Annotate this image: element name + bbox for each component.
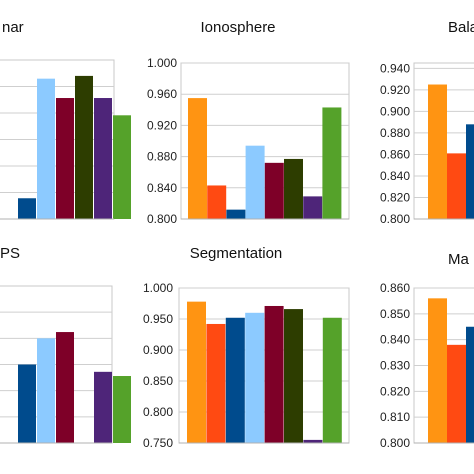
bar-wdbc bbox=[18, 364, 36, 443]
bar-sonar bbox=[75, 75, 93, 220]
bar-segmentation bbox=[225, 317, 245, 443]
y-tick-label-ionosphere: 0.800 bbox=[147, 212, 177, 226]
y-tick-label-balance: 0.940 bbox=[380, 61, 410, 75]
bar-magic bbox=[428, 298, 447, 443]
y-tick-label-ionosphere: 0.960 bbox=[147, 87, 177, 101]
chart-title-sonar: nar bbox=[2, 19, 24, 36]
bar-sonar bbox=[18, 198, 36, 219]
y-tick-label-segmentation: 0.800 bbox=[143, 405, 173, 419]
y-tick-label-ionosphere: 0.840 bbox=[147, 181, 177, 195]
bar-magic bbox=[466, 326, 474, 443]
y-tick-label-ionosphere: 0.920 bbox=[147, 118, 177, 132]
chart-title-balance: Bala bbox=[448, 19, 474, 36]
bar-segmentation bbox=[264, 305, 284, 443]
y-tick-label-segmentation: 1.000 bbox=[143, 281, 173, 295]
y-tick-label-magic: 0.840 bbox=[380, 333, 410, 347]
y-tick-label-magic: 0.820 bbox=[380, 384, 410, 398]
y-tick-label-magic: 0.800 bbox=[380, 436, 410, 450]
bar-ionosphere bbox=[245, 145, 265, 219]
bar-segmentation bbox=[245, 312, 265, 443]
bar-ionosphere bbox=[226, 209, 246, 219]
y-tick-label-balance: 0.820 bbox=[380, 190, 410, 204]
chart-panel-balance: 0.800 0.820 0.840 0.860 0.880 0.900 0.920 0.940 bbox=[380, 61, 474, 226]
chart-panel-sonar bbox=[0, 59, 131, 220]
y-tick-label-balance: 0.880 bbox=[380, 126, 410, 140]
bar-balance bbox=[466, 124, 474, 219]
bar-sonar bbox=[94, 98, 112, 219]
y-tick-label-segmentation: 0.850 bbox=[143, 374, 173, 388]
y-tick-label-balance: 0.920 bbox=[380, 83, 410, 97]
y-tick-label-ionosphere: 0.880 bbox=[147, 150, 177, 164]
chart-panel-ionosphere: 0.800 0.840 0.880 0.920 0.960 1.000 bbox=[147, 56, 350, 226]
y-tick-label-balance: 0.860 bbox=[380, 147, 410, 161]
bar-sonar bbox=[113, 115, 131, 219]
bar-segmentation bbox=[284, 309, 303, 443]
bar-wdbc bbox=[94, 371, 112, 443]
y-tick-label-balance: 0.840 bbox=[380, 169, 410, 183]
bar-sonar bbox=[37, 78, 55, 219]
bar-segmentation bbox=[206, 323, 226, 443]
bar-wdbc bbox=[56, 332, 74, 443]
chart-title-magic: Ma bbox=[448, 251, 469, 268]
bar-wdbc bbox=[37, 338, 55, 443]
y-tick-label-ionosphere: 1.000 bbox=[147, 56, 177, 70]
chart-panel-wdbc bbox=[0, 285, 131, 444]
bar-magic bbox=[447, 344, 466, 443]
bar-ionosphere bbox=[207, 185, 227, 219]
bar-sonar bbox=[56, 98, 74, 219]
y-tick-label-magic: 0.830 bbox=[380, 359, 410, 373]
y-tick-label-magic: 0.810 bbox=[380, 410, 410, 424]
bar-wdbc bbox=[113, 376, 131, 443]
chart-title-ionosphere: Ionosphere bbox=[200, 19, 275, 36]
chart-title-segmentation: Segmentation bbox=[190, 245, 283, 262]
y-tick-label-magic: 0.860 bbox=[380, 281, 410, 295]
bar-segmentation bbox=[187, 301, 206, 443]
bar-ionosphere bbox=[303, 196, 323, 219]
y-tick-label-balance: 0.800 bbox=[380, 212, 410, 226]
y-tick-label-segmentation: 0.750 bbox=[143, 436, 173, 450]
bar-balance bbox=[447, 153, 466, 219]
chart-panel-magic: 0.800 0.810 0.820 0.830 0.840 0.850 0.860 bbox=[380, 281, 474, 450]
bar-ionosphere bbox=[322, 107, 342, 219]
bar-balance bbox=[428, 84, 447, 219]
chart-panel-segmentation: 0.750 0.800 0.850 0.900 0.950 1.000 bbox=[143, 281, 350, 450]
chart-title-wdbc: PS bbox=[0, 245, 20, 262]
bar-segmentation bbox=[322, 317, 342, 443]
y-tick-label-balance: 0.900 bbox=[380, 104, 410, 118]
y-tick-label-magic: 0.850 bbox=[380, 307, 410, 321]
bar-segmentation bbox=[303, 439, 323, 443]
bar-ionosphere bbox=[284, 158, 303, 219]
y-tick-label-segmentation: 0.950 bbox=[143, 312, 173, 326]
bar-ionosphere bbox=[188, 98, 207, 219]
bar-ionosphere bbox=[264, 162, 284, 219]
y-tick-label-segmentation: 0.900 bbox=[143, 343, 173, 357]
